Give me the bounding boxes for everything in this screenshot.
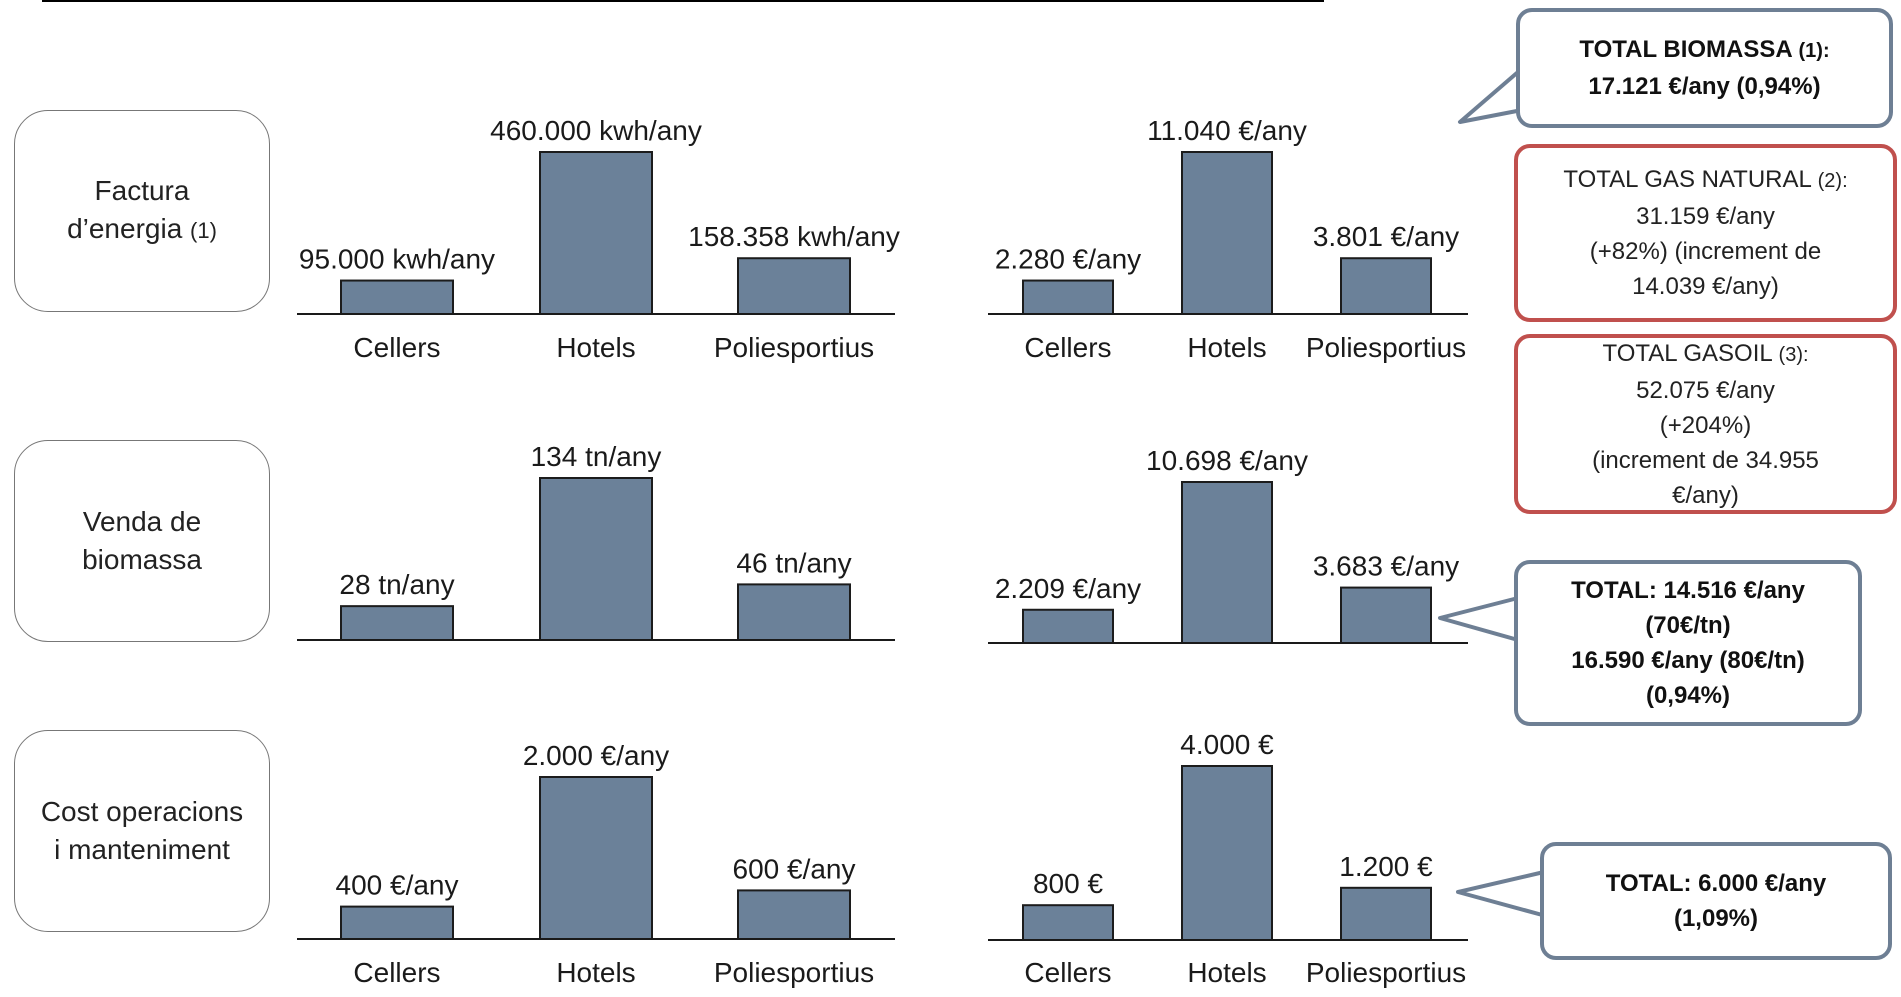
row-label-line: biomassa [82,544,202,575]
callout-note: (3): [1778,343,1809,366]
tick-label-cellers: Cellers [1024,332,1111,363]
callout-line: (increment de 34.955 [1592,446,1819,474]
data-label: 3.801 €/any [1313,221,1459,252]
data-label: 10.698 €/any [1146,445,1308,476]
tick-label-hotels: Hotels [556,332,635,363]
callout-line: 14.039 €/any) [1632,273,1779,300]
callout-line: (+204%) [1659,411,1752,439]
data-label: 2.000 €/any [523,740,669,771]
bar-cellers [340,905,454,940]
data-label: 95.000 kwh/any [299,244,495,275]
tick-label-poliesportius: Poliesportius [1306,332,1466,363]
bar-cellers [340,279,454,316]
row-label-venda-biomassa: Venda de biomassa [14,440,270,642]
callout-note: (2): [1817,170,1848,192]
bar-cellers [1022,279,1114,316]
bar-poliesportius [737,257,851,315]
data-label: 460.000 kwh/any [490,115,702,146]
callout-line: (70€/tn) [1645,612,1731,639]
data-label: 158.358 kwh/any [688,221,900,252]
chart-1: 95.000 kwh/any Cellers 460.000 kwh/any Hote… [297,115,900,363]
bar-poliesportius [1340,886,1432,941]
row-label-cost-operacions: Cost operacions i manteniment [14,730,270,932]
callout-total-om: TOTAL: 6.000 €/any (1,09%) [1540,842,1892,960]
tick-label-hotels: Hotels [1187,332,1266,363]
data-label: 2.280 €/any [995,244,1141,275]
callout-line: €/any) [1672,481,1739,509]
callout-line: TOTAL BIOMASSA [1579,36,1792,63]
bar-cellers [340,605,454,641]
chart-4: 2.209 €/any 10.698 €/any 3.683 €/any [988,445,1468,644]
callout-line: 52.075 €/any [1636,376,1775,404]
chart-2: 2.280 €/any Cellers 11.040 €/any Hotels 3.80… [988,115,1468,363]
tick-label-hotels: Hotels [1187,957,1266,988]
row-label-line: Cost operacions [40,796,244,827]
callout-line: (+82%) (increment de [1589,238,1822,265]
bar-hotels [539,776,653,940]
callout-line: TOTAL GAS NATURAL [1563,166,1811,193]
bar-poliesportius [1340,586,1432,644]
bar-poliesportius [737,889,851,941]
bar-hotels [539,151,653,315]
bar-hotels [1181,151,1273,315]
bar-hotels [1181,481,1273,644]
chart-5: 400 €/any Cellers 2.000 €/any Hotels 600 €/a… [297,740,895,988]
callout-line: TOTAL: 14.516 €/any [1571,577,1805,604]
callout-total-biomassa: TOTAL BIOMASSA (1): 17.121 €/any (0,94%) [1516,8,1893,128]
tick-label-cellers: Cellers [353,332,440,363]
data-label: 11.040 €/any [1147,115,1307,146]
chart-6: 800 € Cellers 4.000 € Hotels 1.200 € Poliespo… [988,729,1468,988]
tick-label-hotels: Hotels [556,957,635,988]
row-label-line: d’energia [67,213,183,244]
data-label: 28 tn/any [339,569,454,600]
data-label: 800 € [1033,868,1103,899]
callout-line: 16.590 €/any (80€/tn) [1571,647,1805,674]
data-label: 1.200 € [1339,851,1433,882]
row-label-factura-energia: Factura d’energia (1) [14,110,270,312]
callout-total-gasoil: TOTAL GASOIL (3): 52.075 €/any (+204%) (… [1514,334,1897,514]
tick-label-poliesportius: Poliesportius [714,957,874,988]
bar-poliesportius [737,583,851,641]
data-label: 3.683 €/any [1313,551,1459,582]
callout-total-gas-natural: TOTAL GAS NATURAL (2): 31.159 €/any (+82… [1514,144,1897,322]
callout-line: 31.159 €/any [1636,203,1775,230]
bar-cellers [1022,608,1114,644]
bar-hotels [539,477,653,641]
row-label-line: Factura [94,175,190,206]
data-label: 400 €/any [336,870,459,901]
chart-3: 28 tn/any 134 tn/any 46 tn/any [297,441,895,641]
callout-line: (0,94%) [1645,682,1731,709]
callout-line: (1,09%) [1673,905,1759,932]
tick-label-cellers: Cellers [1024,957,1111,988]
bar-hotels [1181,765,1273,941]
row-label-line: Venda de [82,506,202,537]
callout-note: (1): [1798,40,1830,62]
tick-label-cellers: Cellers [353,957,440,988]
bar-poliesportius [1340,257,1432,315]
data-label: 46 tn/any [736,547,851,578]
data-label: 2.209 €/any [995,573,1141,604]
bar-cellers [1022,904,1114,942]
callout-line: 17.121 €/any (0,94%) [1588,73,1821,100]
callout-line: TOTAL: 6.000 €/any [1605,870,1827,897]
data-label: 134 tn/any [531,441,662,472]
top-rule [42,0,1324,2]
callout-total-venda: TOTAL: 14.516 €/any (70€/tn) 16.590 €/an… [1514,560,1862,726]
data-label: 4.000 € [1180,729,1274,760]
row-label-note: (1) [190,218,217,243]
row-label-line: i manteniment [54,834,230,865]
data-label: 600 €/any [733,853,856,884]
callout-line: TOTAL GASOIL [1602,339,1772,367]
tick-label-poliesportius: Poliesportius [1306,957,1466,988]
tick-label-poliesportius: Poliesportius [714,332,874,363]
